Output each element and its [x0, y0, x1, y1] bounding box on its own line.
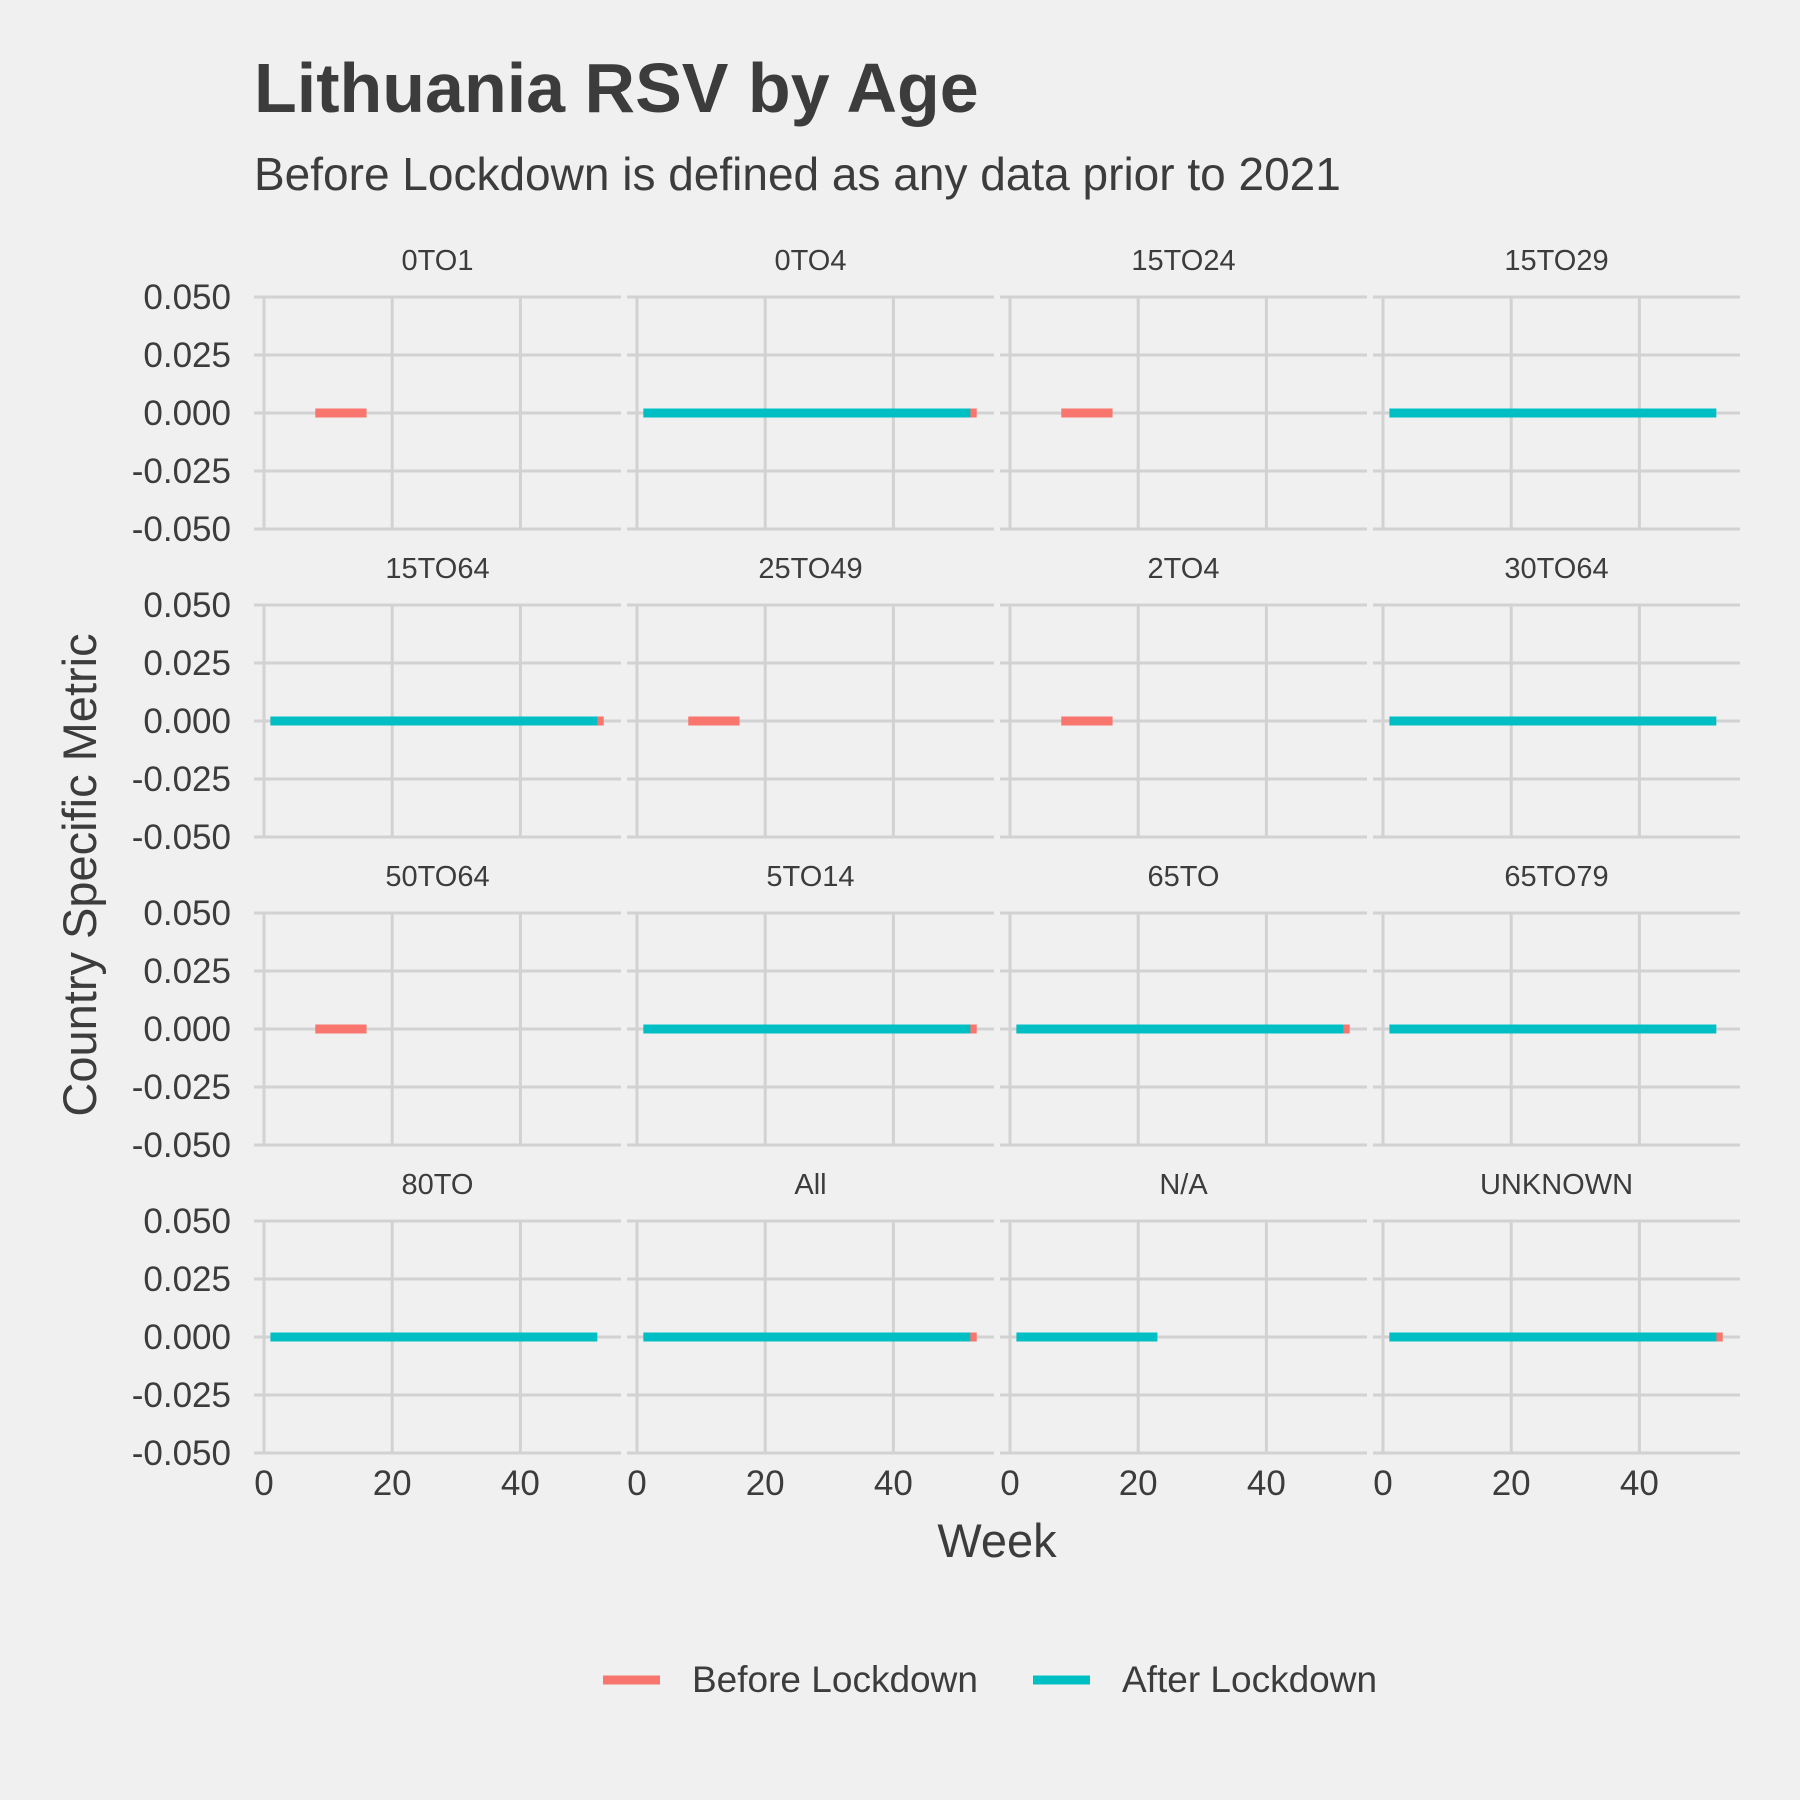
y-tick-label: -0.025 [132, 452, 231, 491]
facet-label: 2TO4 [1147, 553, 1219, 585]
facet-panel: UNKNOWN 0 20 40 [1373, 1169, 1740, 1503]
y-tick-label: 0.050 [143, 278, 231, 317]
facet-label: 80TO [401, 1169, 473, 1201]
facet-panel: 80TO 0.050 0.025 0.000 -0.025 -0.050 0 20 40 [132, 1169, 621, 1503]
facet-label: All [794, 1169, 826, 1201]
facet-panel: All 0 20 40 [627, 1169, 994, 1503]
x-tick-label: 0 [627, 1464, 646, 1503]
y-tick-label: 0.000 [143, 394, 231, 433]
facet-label: 50TO64 [385, 861, 489, 893]
facet-label: 15TO64 [385, 553, 489, 585]
y-tick-label: -0.025 [132, 760, 231, 799]
y-tick-label: -0.050 [132, 818, 231, 857]
y-tick-label: -0.050 [132, 1434, 231, 1473]
y-tick-label: 0.050 [143, 586, 231, 625]
facet-panel: 25TO49 [627, 553, 994, 839]
facet-panels: 0TO1 0.050 0.025 0.000 -0.025 -0.050 0TO4 15TO2… [132, 245, 1740, 1503]
facet-label: 30TO64 [1504, 553, 1608, 585]
x-tick-label: 0 [1373, 1464, 1392, 1503]
legend-label: Before Lockdown [692, 1659, 978, 1700]
facet-panel: 65TO79 [1373, 861, 1740, 1147]
chart-subtitle: Before Lockdown is defined as any data p… [254, 148, 1341, 200]
x-tick-label: 20 [1492, 1464, 1531, 1503]
x-tick-label: 40 [1247, 1464, 1286, 1503]
y-axis-title: Country Specific Metric [53, 633, 106, 1116]
y-tick-label: 0.000 [143, 702, 231, 741]
legend-label: After Lockdown [1122, 1659, 1377, 1700]
facet-panel: 50TO64 0.050 0.025 0.000 -0.025 -0.050 [132, 861, 621, 1165]
x-tick-label: 20 [373, 1464, 412, 1503]
facet-label: N/A [1159, 1169, 1208, 1201]
y-tick-label: -0.050 [132, 1126, 231, 1165]
facet-panel: 15TO64 0.050 0.025 0.000 -0.025 -0.050 [132, 553, 621, 857]
y-tick-label: 0.000 [143, 1010, 231, 1049]
facet-panel: 65TO [1000, 861, 1367, 1147]
facet-label: 15TO29 [1504, 245, 1608, 277]
y-tick-label: -0.025 [132, 1068, 231, 1107]
facet-label: 65TO [1147, 861, 1219, 893]
x-tick-label: 40 [1620, 1464, 1659, 1503]
y-tick-label: 0.025 [143, 1260, 231, 1299]
x-tick-label: 20 [1119, 1464, 1158, 1503]
y-tick-label: -0.050 [132, 510, 231, 549]
facet-panel: 0TO1 0.050 0.025 0.000 -0.025 -0.050 [132, 245, 621, 549]
y-tick-label: 0.050 [143, 894, 231, 933]
x-axis-title: Week [937, 1514, 1057, 1567]
facet-panel: 2TO4 [1000, 553, 1367, 839]
x-tick-label: 0 [254, 1464, 273, 1503]
facet-panel: 15TO24 [1000, 245, 1367, 531]
facet-label: 25TO49 [758, 553, 862, 585]
y-tick-label: 0.025 [143, 952, 231, 991]
x-tick-label: 0 [1000, 1464, 1019, 1503]
chart-title: Lithuania RSV by Age [254, 49, 979, 127]
facet-panel: 5TO14 [627, 861, 994, 1147]
y-tick-label: -0.025 [132, 1376, 231, 1415]
facet-label: UNKNOWN [1480, 1169, 1633, 1201]
y-tick-label: 0.050 [143, 1202, 231, 1241]
y-tick-label: 0.025 [143, 336, 231, 375]
facet-label: 15TO24 [1131, 245, 1235, 277]
x-tick-label: 40 [501, 1464, 540, 1503]
facet-label: 0TO4 [774, 245, 846, 277]
legend: Before Lockdown After Lockdown [603, 1659, 1377, 1700]
facet-label: 5TO14 [766, 861, 854, 893]
y-tick-label: 0.025 [143, 644, 231, 683]
facet-label: 0TO1 [401, 245, 473, 277]
facet-panel: 15TO29 [1373, 245, 1740, 531]
facet-panel: 30TO64 [1373, 553, 1740, 839]
facet-label: 65TO79 [1504, 861, 1608, 893]
facet-panel: 0TO4 [627, 245, 994, 531]
facet-panel: N/A 0 20 40 [1000, 1169, 1367, 1503]
x-tick-label: 40 [874, 1464, 913, 1503]
x-tick-label: 20 [746, 1464, 785, 1503]
y-tick-label: 0.000 [143, 1318, 231, 1357]
